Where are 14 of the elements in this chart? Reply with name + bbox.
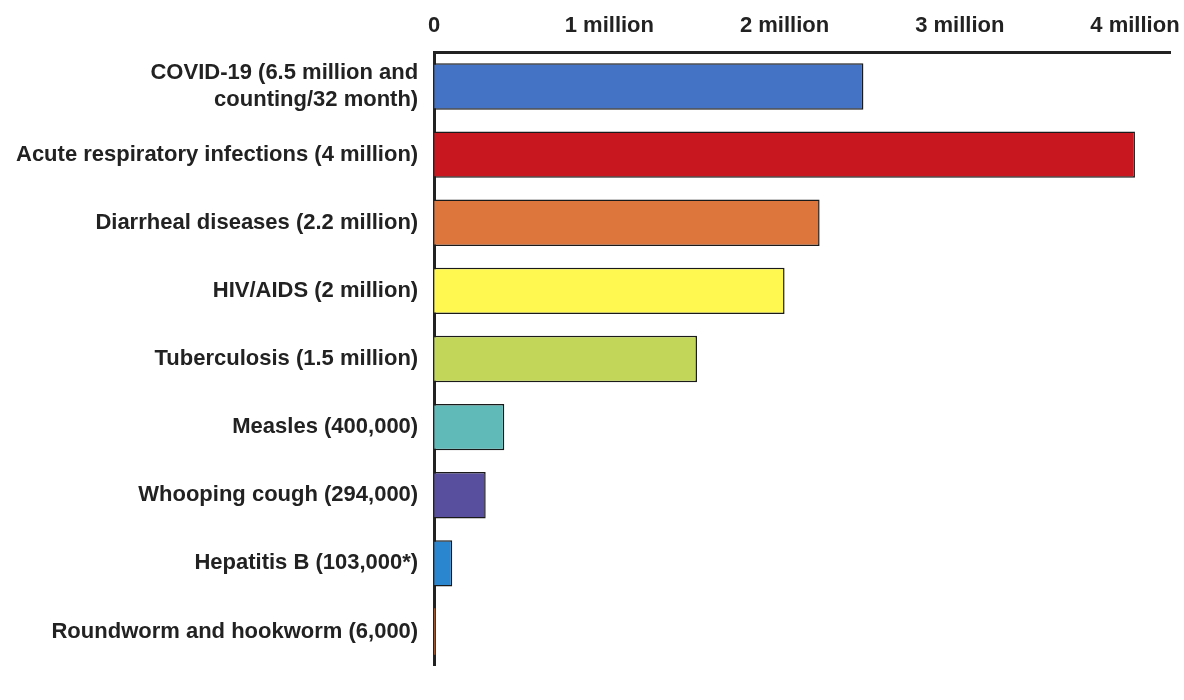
x-tick-label: 4 million: [1090, 12, 1180, 38]
y-tick-label: Diarrheal diseases (2.2 million): [95, 208, 419, 234]
y-tick-label: Measles (400,000): [232, 413, 419, 439]
x-tick-label: 2 million: [739, 12, 830, 38]
x-tick-label: 0: [428, 12, 441, 38]
y-tick-label: Whooping cough (294,000): [138, 481, 419, 507]
x-tick-label: 3 million: [915, 12, 1005, 38]
x-tick-label: 1 million: [564, 12, 655, 38]
y-tick-label: Tuberculosis (1.5 million): [154, 345, 419, 371]
y-tick-label: Hepatitis B (103,000*): [194, 549, 419, 575]
y-tick-label: Acute respiratory infections (4 million): [16, 140, 419, 166]
y-tick-label: HIV/AIDS (2 million): [212, 276, 419, 302]
y-tick-label: COVID-19 (6.5 million and counting/32 month): [150, 59, 419, 111]
y-tick-label: Roundworm and hookworm (6,000): [51, 617, 419, 643]
